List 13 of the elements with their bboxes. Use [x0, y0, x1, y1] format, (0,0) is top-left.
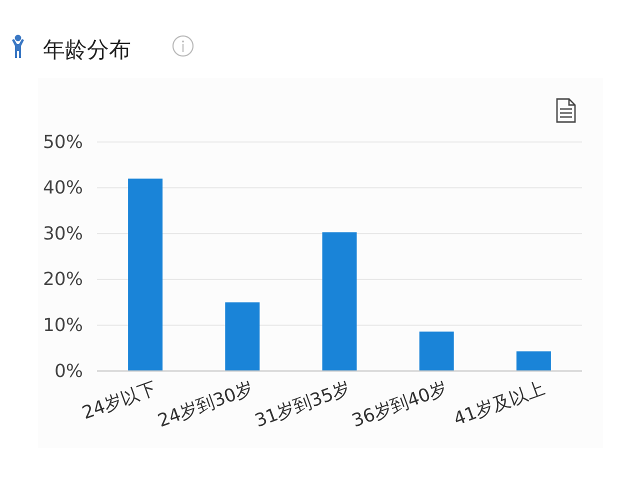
bar: [322, 232, 357, 371]
x-tick-label: 41岁及以上: [451, 378, 548, 430]
y-tick-label: 50%: [42, 132, 83, 153]
bar: [516, 351, 551, 371]
chart-title: 年龄分布: [43, 38, 131, 63]
y-tick-label: 40%: [42, 178, 83, 199]
bar: [419, 332, 454, 371]
y-tick-label: 30%: [42, 223, 83, 244]
y-tick-label: 10%: [42, 314, 83, 336]
bar: [225, 302, 260, 371]
bar: [128, 178, 163, 371]
y-tick-label: 0%: [54, 360, 83, 382]
y-tick-label: 20%: [42, 269, 83, 290]
